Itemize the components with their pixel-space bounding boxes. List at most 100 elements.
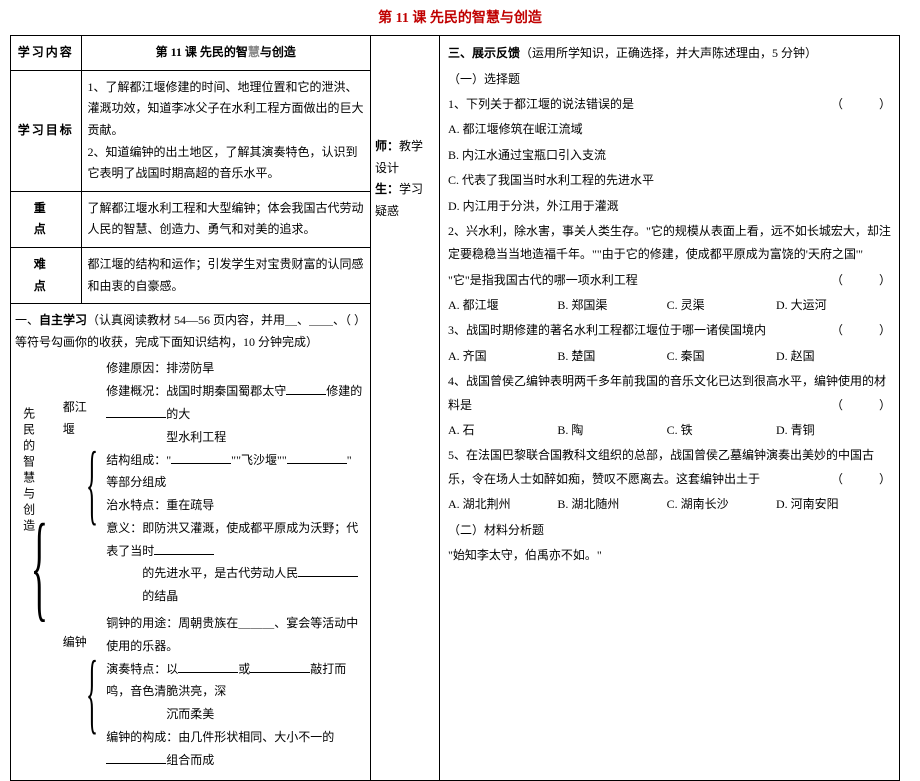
paren: （ ） — [831, 468, 891, 491]
brace-icon: { — [43, 357, 53, 775]
q4-opts: A. 石 B. 陶 C. 铁 D. 青铜 — [448, 419, 891, 442]
table-row: 难 点 都江堰的结构和运作；引发学生对宝贵财富的认同感和由衷的自豪感。 — [11, 247, 370, 303]
line: 修建概况：战国时期秦国蜀郡太守 修建的的大 — [106, 380, 366, 426]
txt: 组合而成 — [166, 753, 214, 767]
txt: 修建概况：战国时期秦国蜀郡太守 — [106, 384, 286, 398]
line: 编钟的构成：由几件形状相同、大小不一的组合而成 — [106, 726, 366, 772]
line: 型水利工程 — [106, 426, 366, 449]
title-text-prefix: 第 11 课 先民的智 — [156, 45, 248, 59]
txt: 5、在法国巴黎联合国教科文组织的总部，战国曾侯乙墓编钟演奏出美妙的中国古乐，令在… — [448, 448, 874, 485]
txt: 的结晶 — [142, 589, 178, 603]
label-content: 学习内容 — [11, 36, 81, 70]
line: 演奏特点：以或敲打而鸣，音色清脆洪亮，深 — [106, 658, 366, 704]
node-lines: 修建原因：排涝防旱 修建概况：战国时期秦国蜀郡太守 修建的的大 型水利工程 结构组… — [100, 357, 366, 608]
right-column: 三、展示反馈（运用所学知识，正确选择，并大声陈述理由，5 分钟） （一）选择题 … — [440, 35, 900, 780]
opt: B. 陶 — [557, 419, 663, 442]
txt: "它"是指我国古代的哪一项水利工程 — [448, 273, 638, 287]
blank — [106, 406, 166, 418]
line: 铜钟的用途：周朝贵族在＿＿＿、宴会等活动中使用的乐器。 — [106, 612, 366, 658]
q2-stem: "它"是指我国古代的哪一项水利工程 （ ） — [448, 269, 891, 292]
label-key: 重 点 — [11, 191, 81, 247]
material-quote: "始知李太守，伯禹亦不如。" — [448, 544, 891, 567]
student-line: 生：学习疑惑 — [375, 179, 435, 222]
line: 修建原因：排涝防旱 — [106, 357, 366, 380]
opt: A. 都江堰 — [448, 294, 554, 317]
txt: 4、战国曾侯乙编钟表明两千多年前我国的音乐文化已达到很高水平，编钟使用的材料是 — [448, 374, 886, 411]
label-diff: 难 点 — [11, 247, 81, 303]
opt: B. 楚国 — [557, 345, 663, 368]
q1-b: B. 内江水通过宝瓶口引入支流 — [448, 144, 891, 167]
table-row: 重 点 了解都江堰水利工程和大型编钟；体会我国古代劳动人民的智慧、创造力、勇气和… — [11, 191, 370, 247]
txt-bold: 师： — [375, 139, 399, 153]
middle-column: 师：教学设计 生：学习疑惑 — [370, 35, 440, 780]
opt: A. 齐国 — [448, 345, 554, 368]
opt: A. 石 — [448, 419, 554, 442]
cell-key: 了解都江堰水利工程和大型编钟；体会我国古代劳动人民的智慧、创造力、勇气和对美的追… — [81, 191, 370, 247]
txt-bold: 生： — [375, 182, 399, 196]
table-row: 学习内容 第 11 课 先民的智慧与创造 — [11, 36, 370, 70]
main-layout: 学习内容 第 11 课 先民的智慧与创造 学习目标 1、了解都江堰修建的时间、地… — [10, 35, 910, 780]
subtree: 都江堰 { 修建原因：排涝防旱 修建概况：战国时期秦国蜀郡太守修建的的大 型水利… — [53, 357, 366, 775]
blank — [106, 752, 166, 764]
opt: C. 灵渠 — [667, 294, 773, 317]
page-title: 第 11 课 先民的智慧与创造 — [10, 6, 910, 31]
q3: 3、战国时期修建的著名水利工程都江堰位于哪一诸侯国境内（ ） — [448, 319, 891, 342]
node-dujiangyan: 都江堰 { 修建原因：排涝防旱 修建概况：战国时期秦国蜀郡太守修建的的大 型水利… — [63, 357, 366, 608]
txt: 演奏特点：以 — [106, 662, 178, 676]
blank — [286, 383, 326, 395]
left-column: 学习内容 第 11 课 先民的智慧与创造 学习目标 1、了解都江堰修建的时间、地… — [10, 35, 370, 780]
q1-d: D. 内江用于分洪，外江用于灌溉 — [448, 195, 891, 218]
txt: 的大 — [166, 407, 190, 421]
knowledge-tree: 先民的智慧与创造 { 都江堰 { 修建原因：排涝防旱 修建概况：战国时期秦国蜀郡… — [15, 357, 366, 775]
line: 的先进水平，是古代劳动人民的结晶 — [106, 562, 366, 608]
q3-opts: A. 齐国 B. 楚国 C. 秦国 D. 赵国 — [448, 345, 891, 368]
txt: （运用所学知识，正确选择，并大声陈述理由，5 分钟） — [520, 46, 817, 60]
label-goal: 学习目标 — [11, 70, 81, 191]
title-text-gray: 慧 — [248, 45, 260, 59]
paren: （ ） — [831, 93, 891, 116]
section-2: （二）材料分析题 — [448, 519, 891, 542]
line: 结构组成："""飞沙堰""" 等部分组成 — [106, 449, 366, 495]
q1-a: A. 都江堰修筑在岷江流域 — [448, 118, 891, 141]
txt: 编钟的构成：由几件形状相同、大小不一的 — [106, 730, 334, 744]
txt: ""飞沙堰"" — [231, 453, 287, 467]
line: 治水特点：重在疏导 — [106, 494, 366, 517]
blank — [287, 452, 347, 464]
meta-table: 学习内容 第 11 课 先民的智慧与创造 学习目标 1、了解都江堰修建的时间、地… — [11, 36, 370, 303]
blank — [178, 661, 238, 673]
blank — [298, 565, 358, 577]
brace-icon: { — [90, 357, 100, 608]
q1: 1、下列关于都江堰的说法错误的是 （ ） — [448, 93, 891, 116]
cell-title: 第 11 课 先民的智慧与创造 — [81, 36, 370, 70]
txt-bold: 三、展示反馈 — [448, 46, 520, 60]
title-text-suffix: 与创造 — [260, 45, 296, 59]
opt: C. 铁 — [667, 419, 773, 442]
brace-icon: { — [90, 612, 100, 772]
opt: B. 郑国渠 — [557, 294, 663, 317]
txt: 修建的 — [326, 384, 362, 398]
cell-diff: 都江堰的结构和运作；引发学生对宝贵财富的认同感和由衷的自豪感。 — [81, 247, 370, 303]
blank — [171, 452, 231, 464]
opt: D. 赵国 — [776, 345, 882, 368]
q2-text: 2、兴水利，除水害，事关人类生存。"它的规模从表面上看，远不如长城宏大，却注定要… — [448, 220, 891, 267]
node-lines: 铜钟的用途：周朝贵族在＿＿＿、宴会等活动中使用的乐器。 演奏特点：以或敲打而鸣，… — [100, 612, 366, 772]
cell-goal: 1、了解都江堰修建的时间、地理位置和它的泄洪、灌溉功效，知道李冰父子在水利工程方… — [81, 70, 370, 191]
line: 沉而柔美 — [106, 703, 366, 726]
txt: 或 — [238, 662, 250, 676]
opt: C. 秦国 — [667, 345, 773, 368]
line: 意义：即防洪又灌溉，使成都平原成为沃野；代表了当时 — [106, 517, 366, 563]
opt: D. 大运河 — [776, 294, 882, 317]
txt: 结构组成：" — [106, 453, 171, 467]
blank — [154, 543, 214, 555]
blank — [250, 661, 310, 673]
txt: 1、下列关于都江堰的说法错误的是 — [448, 97, 634, 111]
table-row: 学习目标 1、了解都江堰修建的时间、地理位置和它的泄洪、灌溉功效，知道李冰父子在… — [11, 70, 370, 191]
q5-opts: A. 湖北荆州 B. 湖北随州 C. 湖南长沙 D. 河南安阳 — [448, 493, 891, 516]
paren: （ ） — [831, 394, 891, 417]
q5: 5、在法国巴黎联合国教科文组织的总部，战国曾侯乙墓编钟演奏出美妙的中国古乐，令在… — [448, 444, 891, 491]
paren: （ ） — [831, 319, 891, 342]
teacher-line: 师：教学设计 — [375, 136, 435, 179]
self-study-bold: 自主学习 — [39, 313, 87, 327]
paren: （ ） — [831, 269, 891, 292]
node-bianzhong: 编钟 { 铜钟的用途：周朝贵族在＿＿＿、宴会等活动中使用的乐器。 演奏特点：以或… — [63, 612, 366, 772]
